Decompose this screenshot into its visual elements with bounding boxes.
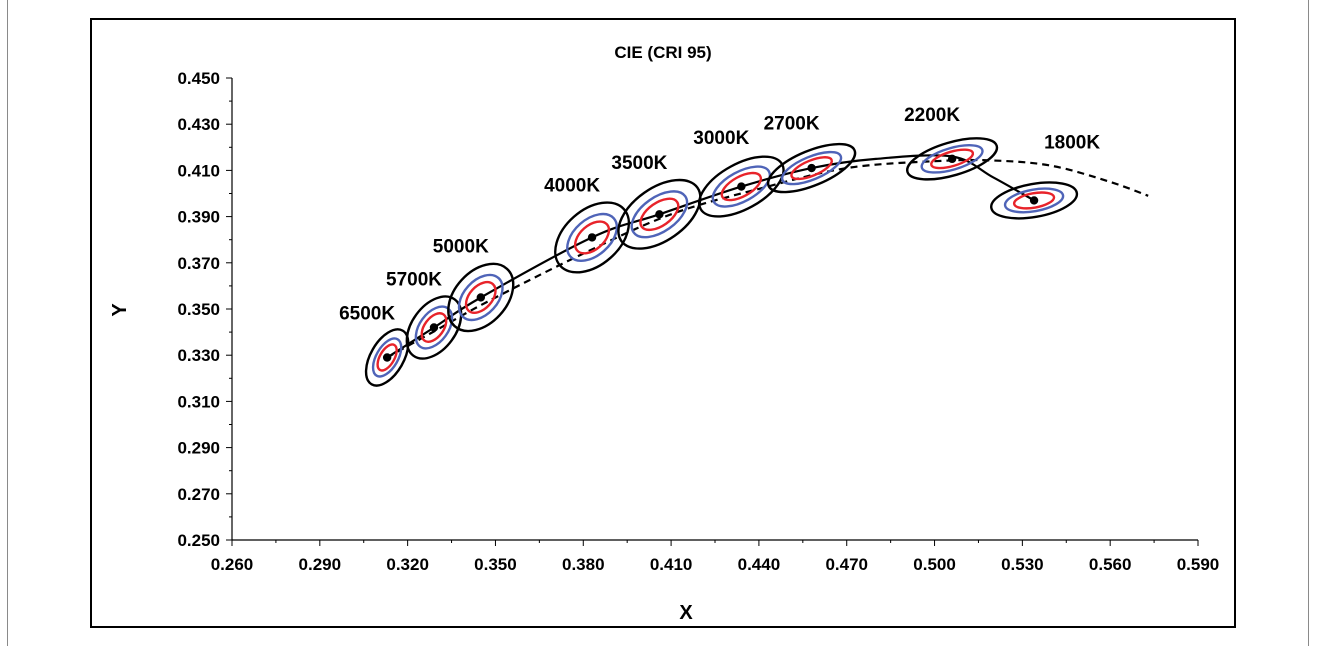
y-tick-label: 0.430 <box>177 115 220 134</box>
y-tick-label: 0.250 <box>177 531 220 550</box>
cct-label: 3500K <box>611 153 667 174</box>
chart-title: CIE (CRI 95) <box>614 43 711 62</box>
data-point <box>807 163 816 173</box>
ellipse-mid <box>630 190 689 239</box>
y-axis-title: Y <box>109 303 131 317</box>
ellipse-mid <box>457 273 504 322</box>
ellipse-outer <box>405 295 463 360</box>
x-tick-label: 0.290 <box>299 555 342 574</box>
macadam-ellipse-group <box>617 178 702 250</box>
ellipse-inner <box>720 171 763 202</box>
curves <box>386 154 1149 359</box>
x-tick-label: 0.410 <box>650 555 693 574</box>
ellipse-outer <box>766 142 857 194</box>
ellipse-mid <box>1003 187 1065 214</box>
chart-frame <box>90 18 1236 628</box>
ellipse-mid <box>371 337 403 378</box>
macadam-ellipse-group <box>554 201 631 274</box>
outer-frame <box>7 0 1309 646</box>
data-point <box>429 323 439 332</box>
ellipse-inner <box>574 220 611 255</box>
ellipse-outer <box>617 178 702 250</box>
cct-label: 5700K <box>386 270 442 291</box>
y-tick-label: 0.450 <box>177 69 220 88</box>
data-point <box>737 182 746 191</box>
ellipse-outer <box>990 181 1079 220</box>
cct-label: 3000K <box>693 128 749 149</box>
cct-label: 5000K <box>433 237 489 258</box>
x-tick-label: 0.500 <box>913 555 956 574</box>
ellipse-mid <box>780 150 843 186</box>
data-point <box>382 353 392 362</box>
y-tick-label: 0.330 <box>177 346 220 365</box>
cct-label: 4000K <box>544 175 600 196</box>
y-tick-label: 0.370 <box>177 254 220 273</box>
x-tick-label: 0.260 <box>211 555 254 574</box>
y-tick-label: 0.350 <box>177 300 220 319</box>
ellipse-mid <box>920 144 984 174</box>
ellipses <box>364 137 1079 387</box>
macadam-ellipse-group <box>766 142 857 194</box>
x-tick-label: 0.380 <box>562 555 605 574</box>
ellipse-inner <box>639 197 680 232</box>
cct-label: 2200K <box>904 105 960 126</box>
x-tick-label: 0.440 <box>738 555 781 574</box>
x-tick-label: 0.560 <box>1089 555 1132 574</box>
y-tick-label: 0.290 <box>177 439 220 458</box>
ellipse-outer <box>447 262 515 333</box>
data-point <box>655 210 664 219</box>
macadam-ellipse-group <box>990 181 1079 220</box>
ellipse-outer <box>554 201 631 274</box>
cct-label: 2700K <box>764 114 820 135</box>
data-point <box>476 293 486 302</box>
ellipse-mid <box>711 165 772 208</box>
macadam-ellipse-group <box>364 328 410 387</box>
ellipse-mid <box>566 212 619 263</box>
axes: 0.260 0.290 0.320 0.350 0.380 0.410 0.440 0.470… <box>177 69 1219 574</box>
planckian-locus-dashed <box>386 158 1149 359</box>
y-tick-label: 0.310 <box>177 392 220 411</box>
data-point <box>1029 196 1039 205</box>
x-tick-label: 0.590 <box>1177 555 1220 574</box>
ellipse-inner <box>420 312 448 343</box>
macadam-ellipse-group <box>906 137 999 181</box>
cct-label: 6500K <box>339 304 395 325</box>
cct-labels: 6500K 5700K 5000K 4000K 3500K 3000K 2700K 2200K… <box>339 105 1100 325</box>
data-point <box>587 233 597 242</box>
fitted-curve-solid <box>386 154 1035 359</box>
ellipse-outer <box>906 137 999 181</box>
data-point <box>947 154 957 164</box>
macadam-ellipse-group <box>447 262 515 333</box>
y-tick-label: 0.410 <box>177 161 220 180</box>
ellipse-outer <box>364 328 410 387</box>
x-tick-label: 0.470 <box>825 555 868 574</box>
ellipse-inner <box>930 148 975 170</box>
ellipse-inner <box>376 343 398 372</box>
y-tick-label: 0.390 <box>177 208 220 227</box>
x-tick-label: 0.320 <box>386 555 429 574</box>
ellipse-inner <box>790 156 833 181</box>
x-axis-title: X <box>679 602 693 624</box>
cct-label: 1800K <box>1044 132 1100 153</box>
ellipse-inner <box>1012 191 1056 210</box>
x-tick-label: 0.530 <box>1001 555 1044 574</box>
x-tick-label: 0.350 <box>474 555 517 574</box>
y-tick-label: 0.270 <box>177 485 220 504</box>
ellipse-inner <box>464 280 497 314</box>
